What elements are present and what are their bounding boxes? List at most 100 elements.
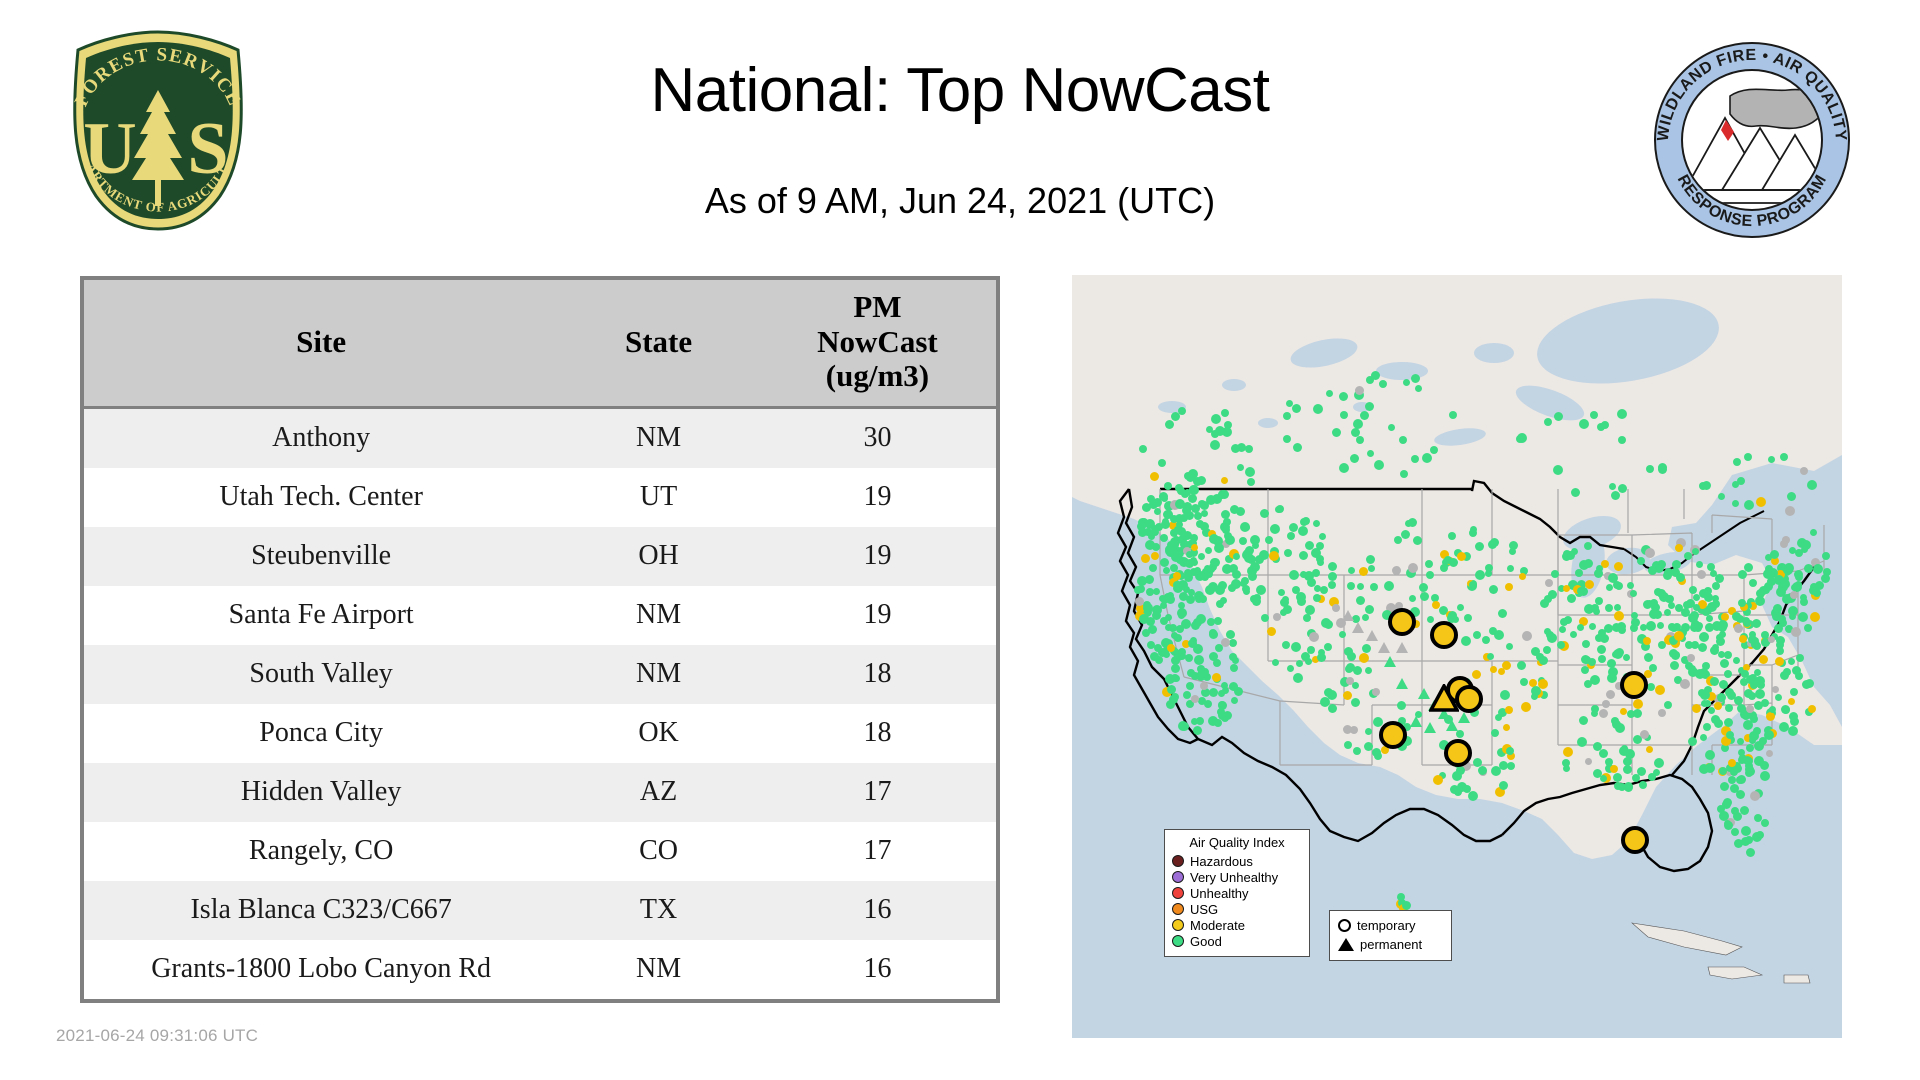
monitor-dot-good [1303, 571, 1314, 582]
monitor-dot-mod [1501, 661, 1511, 671]
monitor-dot-good [1217, 580, 1227, 590]
monitor-dot-good [1225, 630, 1235, 640]
monitor-dot-mod [1810, 611, 1821, 622]
monitor-dot-good [1463, 784, 1472, 793]
monitor-dot-good [1183, 472, 1192, 481]
monitor-dot-good [1201, 688, 1211, 698]
highlighted-site-marker[interactable] [1444, 739, 1472, 767]
monitor-dot-good [1758, 736, 1767, 745]
highlighted-site-marker[interactable] [1430, 621, 1458, 649]
monitor-dot-good [1723, 797, 1733, 807]
usfs-pine-tree-icon [132, 90, 184, 206]
conus-air-quality-monitor-map[interactable]: Air Quality Index Hazardous Very Unhealth… [1072, 275, 1842, 1038]
highlighted-site-marker[interactable] [1621, 826, 1649, 854]
monitor-dot-good [1675, 573, 1685, 583]
aqi-legend-label: USG [1190, 901, 1219, 917]
monitor-dot-good [1163, 567, 1171, 575]
monitor-dot-good [1139, 613, 1150, 624]
cell-pm-nowcast: 17 [758, 763, 996, 823]
monitor-dot-good [1194, 655, 1205, 666]
monitor-dot-good [1636, 557, 1645, 566]
monitor-dot-mod [1521, 702, 1532, 713]
monitor-dot-good [1364, 728, 1372, 736]
table-row: Steubenville OH 19 [84, 527, 996, 587]
monitor-dot-good [1576, 586, 1585, 595]
monitor-dot-good [1338, 631, 1346, 639]
highlighted-site-marker[interactable] [1620, 671, 1648, 699]
monitor-dot-good [1687, 667, 1698, 678]
monitor-dot-good [1627, 581, 1635, 589]
monitor-dot-good [1165, 700, 1175, 710]
monitor-dot-good [1604, 624, 1614, 634]
monitor-dot-good [1516, 435, 1525, 444]
monitor-dot-good [1298, 525, 1309, 536]
monitor-dot-good [1715, 637, 1725, 647]
monitor-dot-good [1599, 774, 1607, 782]
monitor-dot-good [1250, 562, 1261, 573]
monitor-dot-good [1371, 747, 1381, 757]
monitor-dot-mod [1431, 601, 1440, 610]
monitor-dot-good [1507, 761, 1516, 770]
monitor-dot-good [1305, 658, 1313, 666]
usfs-letter-u: U [83, 108, 136, 190]
monitor-dot-good [1201, 527, 1211, 537]
aqi-legend: Air Quality Index Hazardous Very Unhealth… [1164, 829, 1310, 957]
monitor-dot-good [1175, 624, 1184, 633]
monitor-dot-good [1575, 568, 1584, 577]
monitor-dot-good [1809, 529, 1817, 537]
highlighted-site-marker[interactable] [1388, 608, 1416, 636]
permanent-monitor-triangle [1458, 712, 1470, 723]
monitor-dot-good [1696, 561, 1704, 568]
monitor-dot-good [1738, 598, 1747, 607]
cell-pm-nowcast: 18 [758, 704, 996, 764]
monitor-dot-mod [1655, 684, 1666, 695]
monitor-dot-good [1779, 618, 1788, 627]
monitor-dot-good [1143, 603, 1154, 614]
monitor-dot-good [1615, 722, 1626, 733]
monitor-dot-good [1161, 520, 1171, 530]
monitor-dot-good [1754, 755, 1765, 766]
monitor-dot-good [1215, 426, 1226, 437]
monitor-dot-gray [1394, 601, 1403, 610]
monitor-dot-good [1606, 659, 1616, 669]
column-header-site: Site [84, 280, 559, 410]
monitor-dot-good [1348, 567, 1356, 575]
monitor-dot-good [1711, 714, 1721, 724]
monitor-dot-good [1794, 548, 1803, 557]
monitor-dot-good [1231, 570, 1241, 580]
monitor-dot-good [1798, 611, 1809, 622]
highlighted-site-marker[interactable] [1379, 721, 1407, 749]
monitor-dot-mod [1727, 606, 1736, 615]
monitor-dot-good [1214, 643, 1223, 652]
monitor-dot-good [1589, 622, 1597, 630]
monitor-dot-good [1788, 726, 1799, 737]
monitor-dot-good [1566, 551, 1576, 561]
cell-site: Hidden Valley [84, 763, 559, 823]
table-row: Rangely, CO CO 17 [84, 822, 996, 882]
monitor-dot-mod [1439, 550, 1449, 560]
monitor-dot-good [1224, 534, 1235, 545]
monitor-dot-good [1352, 681, 1360, 689]
monitor-dot-good [1213, 535, 1224, 546]
monitor-dot-good [1741, 641, 1750, 650]
column-header-pm-line1: PM [853, 289, 902, 324]
highlighted-site-permanent[interactable] [1428, 682, 1460, 712]
monitor-dot-good [1595, 564, 1603, 572]
monitor-dot-good [1731, 499, 1739, 507]
monitor-dot-mod [1456, 551, 1466, 561]
monitor-dot-mod [1601, 560, 1610, 569]
monitor-dot-good [1452, 771, 1463, 782]
monitor-dot-good [1315, 554, 1324, 563]
monitor-dot-good [1285, 400, 1293, 408]
monitor-dot-good [1730, 827, 1739, 836]
monitor-dot-good [1193, 725, 1203, 735]
monitor-dot-good [1353, 418, 1364, 429]
monitor-dot-good [1159, 491, 1169, 501]
symbol-legend-label-temporary: temporary [1357, 918, 1416, 933]
monitor-dot-good [1158, 595, 1166, 603]
highlighted-site-marker[interactable] [1455, 685, 1483, 713]
monitor-dot-good [1447, 610, 1457, 620]
monitor-dot-mod [1721, 613, 1730, 621]
monitor-dot-good [1158, 458, 1167, 467]
monitor-dot-good [1199, 594, 1208, 603]
